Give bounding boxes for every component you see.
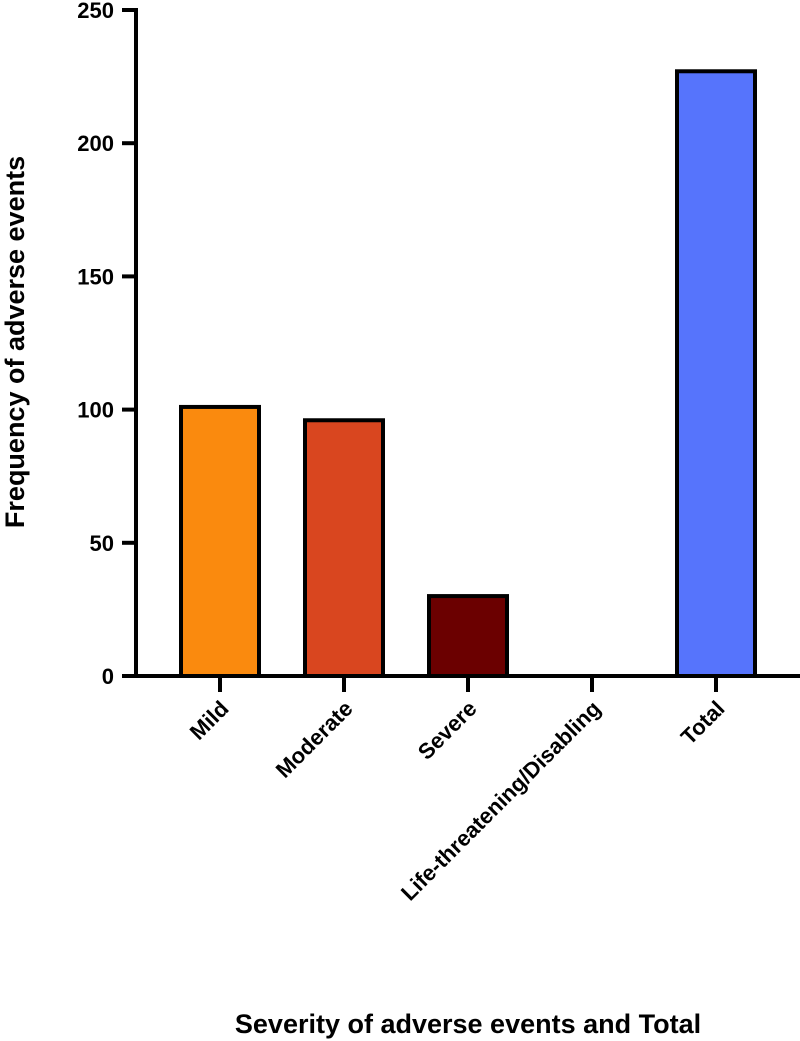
- bar-severe: [427, 594, 509, 679]
- y-ticks-group: 0 50 100 150 200 250: [77, 0, 136, 689]
- x-tick-label: Severe: [413, 696, 482, 765]
- y-tick-label: 50: [90, 531, 114, 556]
- x-axis-title: Severity of adverse events and Total: [235, 1009, 701, 1039]
- bar-moderate: [303, 418, 385, 679]
- bar-mild: [179, 404, 261, 678]
- x-tick-label: Moderate: [271, 696, 358, 783]
- y-tick-label: 200: [77, 131, 114, 156]
- x-ticks-group: Mild Moderate SevereLife-threatening/Disab…: [185, 676, 730, 905]
- y-tick-label: 150: [77, 264, 114, 289]
- x-tick-label: Mild: [185, 696, 234, 745]
- y-axis-title: Frequency of adverse events: [0, 156, 30, 528]
- y-tick-label: 100: [77, 398, 114, 423]
- y-tick-label: 0: [102, 664, 114, 689]
- x-tick-label: Total: [676, 696, 730, 750]
- x-tick-label: Life-threatening/Disabling: [396, 696, 606, 906]
- bar-total: [675, 69, 757, 679]
- bars-group: [179, 69, 757, 679]
- y-tick-label: 250: [77, 0, 114, 23]
